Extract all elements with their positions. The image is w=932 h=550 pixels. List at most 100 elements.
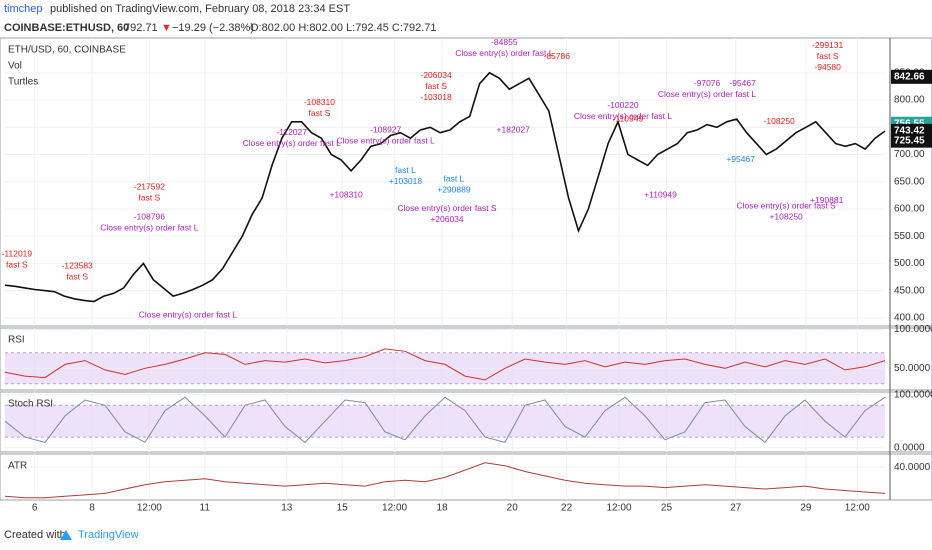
x-tick-label: 25: [661, 503, 673, 514]
y-tick-label: 0.0000: [894, 442, 925, 453]
annotation: fast L: [395, 165, 416, 175]
y-tick-label: 550.00: [894, 231, 925, 242]
annotation: fast S: [138, 192, 160, 202]
annotation: -206034: [420, 70, 451, 80]
price-label: 756.55: [894, 118, 925, 129]
x-tick-label: 13: [281, 503, 293, 514]
annotation: +108250: [769, 211, 803, 221]
series-line: [4, 396, 886, 444]
price-label: 842.66: [894, 71, 925, 82]
annotation: Close entry(s) order fast S: [737, 200, 837, 210]
pane-frame: [0, 37, 932, 327]
price-label: 743.42: [894, 126, 925, 137]
change-arrow: ▼: [161, 22, 172, 34]
last-price: 792.71: [124, 22, 158, 34]
x-tick-label: 11: [200, 503, 211, 514]
y-tick-label: 650.00: [894, 176, 925, 187]
annotation: fast S: [425, 81, 447, 91]
author[interactable]: timchep: [4, 3, 43, 15]
annotation: +206034: [430, 214, 464, 224]
y-tick-label: 600.00: [894, 204, 925, 215]
change: −19.29 (−2.38%): [172, 22, 254, 34]
pane-title: RSI: [8, 335, 25, 346]
annotation: +190881: [810, 195, 844, 205]
annotation: -299131: [812, 40, 843, 50]
pane-frame: [0, 453, 932, 501]
annotation: fast S: [817, 51, 839, 61]
annotation: -112019: [2, 248, 33, 258]
annotation: +110949: [644, 190, 677, 200]
annotation: -123583: [62, 260, 93, 270]
annotation: +182027: [497, 124, 531, 134]
footer: [0, 520, 932, 550]
legend-entry: Vol: [8, 61, 22, 72]
annotation: fast S: [6, 259, 28, 269]
footer-brand[interactable]: TradingView: [78, 529, 139, 541]
pane-title: Stoch RSI: [8, 399, 53, 410]
annotation: -84855: [491, 37, 518, 47]
annotation: -103018: [420, 92, 451, 102]
x-tick-label: 12:00: [845, 503, 870, 514]
x-tick-label: 29: [800, 503, 812, 514]
brand-logo: [60, 530, 72, 540]
annotation: fast S: [309, 108, 331, 118]
ohlc: O:802.00 H:802.00 L:792.45 C:792.71: [250, 22, 437, 34]
x-tick-label: 12:00: [607, 503, 632, 514]
pane-title: ATR: [8, 461, 27, 472]
annotation: -108927: [370, 124, 401, 134]
price-label-bg: [891, 69, 932, 84]
footer-created: Created with: [4, 529, 66, 541]
annotation: -85786: [543, 51, 570, 61]
series-line: [4, 71, 886, 303]
x-tick-label: 22: [561, 503, 573, 514]
annotation: +95467: [726, 154, 755, 164]
legend-entry: ETH/USD, 60, COINBASE: [8, 45, 126, 56]
x-tick-label: 12:00: [137, 503, 162, 514]
annotation: -110949: [613, 113, 644, 123]
annotation: Close entry(s) order fast L: [455, 48, 554, 58]
y-tick-label: 800.00: [894, 95, 925, 106]
pane-frame: [0, 391, 932, 453]
y-tick-label: 700.00: [894, 149, 925, 160]
annotation: -94580: [814, 62, 841, 72]
annotation: Close entry(s) order fast S: [397, 203, 497, 213]
x-tick-label: 20: [507, 503, 519, 514]
annotation: fast S: [66, 271, 88, 281]
annotation: +290889: [437, 184, 471, 194]
y-tick-label: 450.00: [894, 285, 925, 296]
x-tick-label: 8: [89, 503, 95, 514]
annotation: -217592: [134, 181, 165, 191]
x-tick-label: 27: [730, 503, 742, 514]
y-tick-label: 50.0000: [894, 363, 931, 374]
series-line: [4, 462, 886, 499]
pane-frame: [0, 327, 932, 391]
symbol: COINBASE:ETHUSD, 60: [4, 22, 129, 34]
annotation: +103018: [389, 176, 423, 186]
legend-entry: Turtles: [8, 77, 38, 88]
annotation: -108796: [134, 211, 165, 221]
annotation: Close entry(s) order fast L: [139, 309, 238, 319]
annotation: Close entry(s) order fast L: [658, 89, 757, 99]
annotation: +108310: [329, 190, 363, 200]
annotation: fast L: [444, 173, 465, 183]
annotation: -108250: [764, 116, 795, 126]
annotation: -95467: [729, 78, 756, 88]
y-tick-label: 40.0000: [894, 462, 931, 473]
series-line: [4, 348, 886, 381]
y-tick-label: 100.0000: [894, 324, 932, 335]
x-tick-label: 15: [337, 503, 349, 514]
y-tick-label: 400.00: [894, 312, 925, 323]
y-tick-label: 500.00: [894, 258, 925, 269]
price-label-bg: [891, 133, 932, 148]
annotation: Close entry(s) order fast L: [243, 138, 342, 148]
annotation: -100220: [607, 100, 638, 110]
published: published on TradingView.com, February 0…: [50, 3, 350, 15]
annotation: -112027: [276, 127, 307, 137]
annotation: -97076: [694, 78, 721, 88]
y-tick-label: 100.0000: [894, 389, 932, 400]
annotation: Close entry(s) order fast L: [574, 111, 673, 121]
annotation: Close entry(s) order fast L: [100, 222, 199, 232]
annotation: -108310: [304, 97, 335, 107]
price-label: 725.45: [894, 135, 925, 146]
